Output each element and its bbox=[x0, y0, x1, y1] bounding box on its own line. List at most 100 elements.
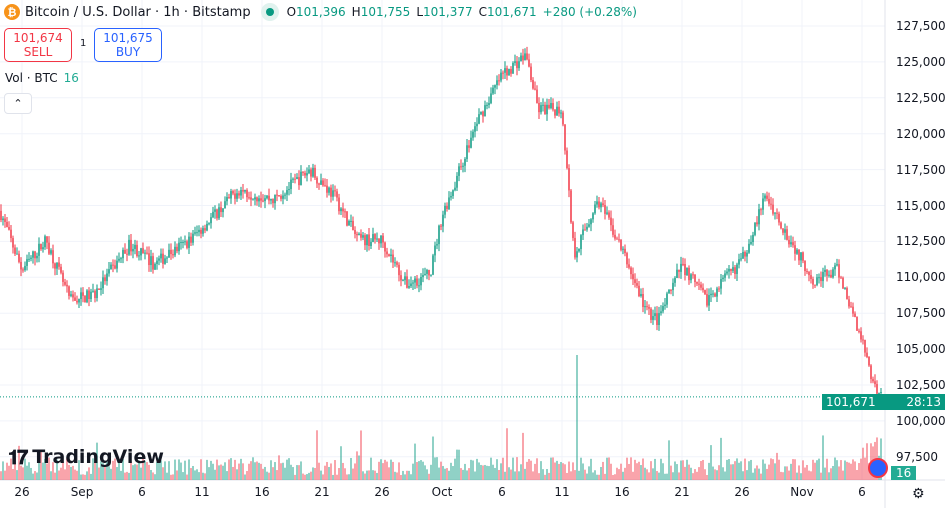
symbol-title[interactable]: Bitcoin / U.S. Dollar · 1h · Bitstamp bbox=[25, 4, 251, 20]
volume-bar bbox=[44, 458, 46, 480]
volume-bar bbox=[118, 462, 120, 480]
candle-body bbox=[144, 252, 146, 254]
volume-bar bbox=[84, 474, 86, 480]
candle-body bbox=[682, 263, 684, 265]
volume-bar bbox=[562, 463, 564, 480]
volume-bar bbox=[144, 460, 146, 480]
volume-bar bbox=[764, 463, 766, 480]
candle-body bbox=[68, 286, 70, 296]
candle-body bbox=[120, 258, 122, 260]
candle-body bbox=[372, 234, 374, 242]
bitcoin-icon: ₿ bbox=[4, 4, 20, 20]
volume-bar bbox=[160, 460, 162, 480]
volume-bar bbox=[14, 458, 16, 480]
volume-bar bbox=[368, 470, 370, 480]
candle-body bbox=[692, 274, 694, 276]
volume-bar bbox=[784, 466, 786, 480]
high-value: 101,755 bbox=[360, 5, 411, 19]
candle-body bbox=[112, 264, 114, 266]
candle-body bbox=[704, 290, 706, 295]
volume-bar bbox=[264, 466, 266, 480]
volume-bar bbox=[312, 467, 314, 480]
volume-bar bbox=[190, 468, 192, 480]
candle-body bbox=[486, 104, 488, 106]
volume-bar bbox=[604, 473, 606, 480]
volume-bar bbox=[308, 472, 310, 480]
candle-body bbox=[188, 236, 190, 248]
candle-body bbox=[852, 306, 854, 314]
candle-body bbox=[78, 299, 80, 303]
volume-bar bbox=[748, 461, 750, 480]
volume-bar bbox=[318, 462, 320, 480]
candle-body bbox=[442, 214, 444, 227]
volume-bar bbox=[738, 462, 740, 480]
volume-bar bbox=[226, 471, 228, 480]
current-price: 101,671 bbox=[826, 395, 876, 409]
time-axis-label: 16 bbox=[614, 485, 630, 499]
volume-bar bbox=[602, 461, 604, 480]
volume-bar bbox=[386, 461, 388, 480]
chart-settings-icon[interactable]: ⚙ bbox=[912, 486, 925, 502]
candle-body bbox=[320, 180, 322, 185]
volume-bar bbox=[718, 465, 720, 480]
candle-body bbox=[816, 277, 818, 286]
volume-bar bbox=[838, 466, 840, 480]
candle-body bbox=[742, 251, 744, 259]
candle-body bbox=[634, 279, 636, 284]
candle-body bbox=[672, 282, 674, 291]
candle-body bbox=[212, 211, 214, 218]
volume-bar bbox=[282, 462, 284, 480]
chevron-up-icon: ⌃ bbox=[13, 97, 23, 110]
volume-bar bbox=[676, 464, 678, 480]
volume-bar bbox=[310, 471, 312, 480]
candle-body bbox=[786, 229, 788, 240]
volume-bar bbox=[100, 461, 102, 480]
candle-body bbox=[132, 248, 134, 252]
volume-bar bbox=[704, 469, 706, 480]
candle-body bbox=[364, 235, 366, 246]
us-flag-icon[interactable] bbox=[868, 458, 888, 478]
volume-bar bbox=[422, 461, 424, 480]
volume-bar bbox=[126, 471, 128, 480]
volume-bar bbox=[678, 472, 680, 480]
volume-bar bbox=[566, 472, 568, 480]
candle-body bbox=[824, 269, 826, 272]
volume-bar bbox=[532, 471, 534, 480]
candle-body bbox=[84, 295, 86, 303]
buy-button[interactable]: 101,675 BUY bbox=[94, 28, 162, 62]
collapse-legend-button[interactable]: ⌃ bbox=[4, 93, 32, 114]
close-value: 101,671 bbox=[487, 5, 537, 19]
candle-body bbox=[156, 260, 158, 264]
candle-body bbox=[760, 209, 762, 211]
candle-body bbox=[590, 219, 592, 225]
volume-bar bbox=[518, 471, 520, 480]
candle-body bbox=[368, 234, 370, 246]
candle-body bbox=[186, 241, 188, 248]
volume-bar bbox=[628, 463, 630, 480]
volume-bar bbox=[544, 474, 546, 480]
candle-body bbox=[220, 207, 222, 213]
volume-bar bbox=[60, 467, 62, 480]
candle-body bbox=[152, 256, 154, 270]
candle-body bbox=[602, 203, 604, 206]
volume-bar bbox=[522, 432, 524, 480]
volume-bar bbox=[82, 474, 84, 480]
volume-bar bbox=[450, 462, 452, 480]
candle-body bbox=[110, 264, 112, 270]
candle-body bbox=[2, 218, 4, 221]
volume-bar bbox=[350, 457, 352, 480]
volume-bar bbox=[680, 460, 682, 480]
volume-bar bbox=[468, 468, 470, 480]
volume-bar bbox=[454, 458, 456, 480]
candle-body bbox=[180, 242, 182, 244]
volume-bar bbox=[850, 463, 852, 480]
volume-bar bbox=[436, 457, 438, 480]
sell-button[interactable]: 101,674 SELL bbox=[4, 28, 72, 62]
candle-body bbox=[454, 187, 456, 191]
candle-body bbox=[312, 167, 314, 177]
candle-body bbox=[720, 279, 722, 289]
candle-body bbox=[872, 379, 874, 382]
candle-body bbox=[138, 255, 140, 257]
tradingview-logo[interactable]: 𝟏𝟕 TradingView bbox=[8, 445, 164, 469]
